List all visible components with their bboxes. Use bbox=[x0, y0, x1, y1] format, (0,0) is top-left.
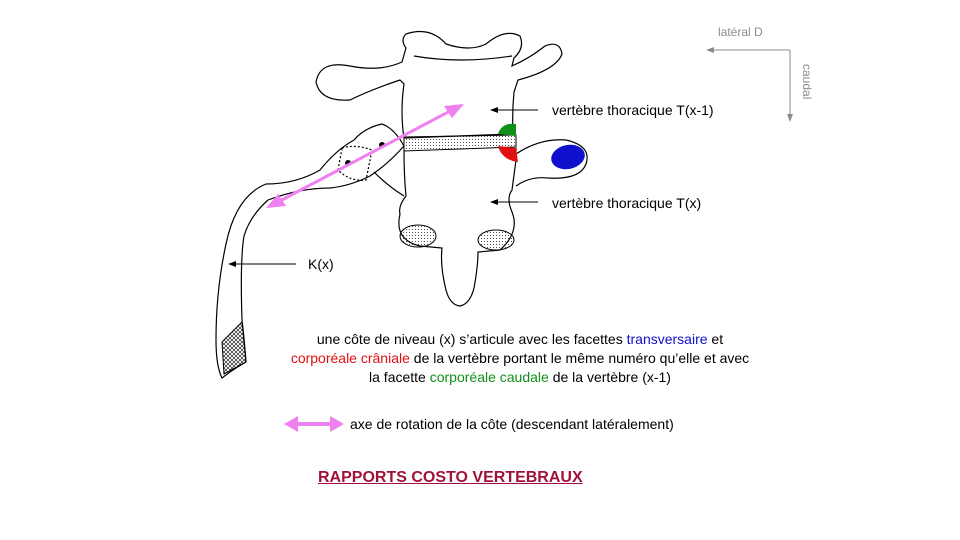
cranial-costal-facet bbox=[498, 146, 518, 162]
legend-axis-text: axe de rotation de la côte (descendant l… bbox=[350, 416, 674, 432]
upper-vertebra-drawing bbox=[315, 31, 563, 139]
lower-vertebra-label: vertèbre thoracique T(x) bbox=[552, 195, 702, 211]
description-text: une côte de niveau (x) s’articule avec l… bbox=[240, 330, 800, 387]
page-title: RAPPORTS COSTO VERTEBRAUX bbox=[318, 469, 583, 486]
description-line-2: corporéale crâniale de la vertèbre porta… bbox=[290, 350, 750, 366]
lower-vertebra-drawing bbox=[373, 139, 588, 307]
rotation-axis-arrow bbox=[266, 104, 464, 208]
transverse-costal-facet bbox=[551, 144, 585, 170]
lateral-direction-label: latéral D bbox=[718, 25, 763, 39]
transverse-facet-term: transversaire bbox=[626, 331, 708, 347]
caudal-costal-facet bbox=[498, 123, 516, 136]
upper-vertebra-label: vertèbre thoracique T(x-1) bbox=[552, 102, 714, 118]
legend-axis-arrow bbox=[284, 416, 344, 432]
lower-articular-process-left bbox=[399, 224, 437, 248]
lower-articular-process-right bbox=[477, 229, 515, 251]
caudal-direction-label: caudal bbox=[800, 64, 814, 100]
rib-drawing bbox=[215, 123, 405, 379]
cranial-facet-term: corporéale crâniale bbox=[290, 350, 410, 366]
pointer-arrows bbox=[228, 107, 538, 267]
caudal-facet-term: corporéale caudale bbox=[429, 369, 549, 385]
rib-label: K(x) bbox=[308, 256, 334, 272]
orientation-arrows bbox=[706, 47, 793, 122]
description-line-3: la facette corporéale caudale de la vert… bbox=[369, 369, 671, 385]
rib-costal-cartilage bbox=[221, 320, 247, 375]
description-line-1: une côte de niveau (x) s’articule avec l… bbox=[316, 331, 724, 347]
